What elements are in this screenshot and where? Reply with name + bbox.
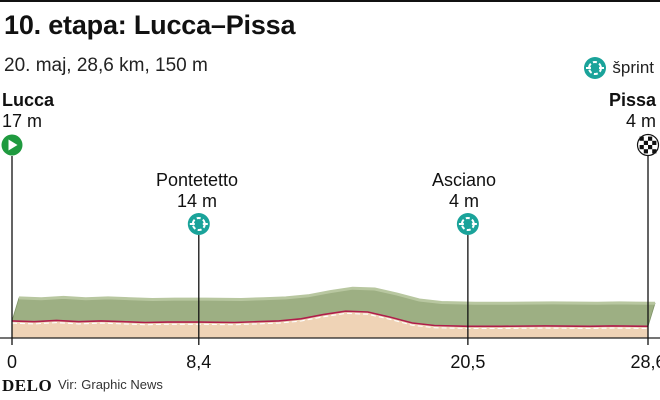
start-town: Lucca <box>2 90 55 110</box>
finish-marker-pissa <box>636 133 660 157</box>
x-tick-label: 20,5 <box>450 352 485 372</box>
checker-square <box>639 145 644 150</box>
waypoint-altitude: 4 m <box>448 191 479 211</box>
sprint-marker-pontetetto <box>187 213 210 235</box>
top-rule <box>0 0 660 2</box>
stage-details: 20. maj, 28,6 km, 150 m <box>4 55 208 76</box>
checker-square <box>652 149 657 154</box>
profile-area <box>12 311 648 338</box>
source-name: Graphic News <box>81 377 163 392</box>
start-label: Lucca 17 m <box>2 90 54 132</box>
waypoint-altitude: 14 m <box>176 191 218 211</box>
page-title: 10. etapa: Lucca–Pissa <box>4 10 296 40</box>
legend-label-sprint: šprint <box>612 58 654 77</box>
checker-square <box>643 140 648 145</box>
source-prefix: Vir: <box>58 377 78 392</box>
checker-square <box>643 149 648 154</box>
road-line <box>11 310 649 328</box>
footer: DELO Vir: Graphic News <box>0 372 660 400</box>
waypoint-town: Pontetetto <box>155 170 239 190</box>
waypoint-label-asciano: Asciano 4 m <box>394 170 534 212</box>
sprint-marker-asciano <box>456 213 479 235</box>
sprint-icon <box>456 213 479 235</box>
checker-square <box>652 140 657 145</box>
finish-town: Pissa <box>608 90 656 110</box>
checker-square <box>639 136 644 141</box>
checker-square <box>648 136 653 141</box>
play-icon <box>8 139 18 151</box>
x-tick-label: 8,4 <box>186 352 211 372</box>
profile-chart: 0 8,4 20,5 28,6 <box>0 133 660 372</box>
terrain-top-edge <box>18 286 656 305</box>
finish-label: Pissa 4 m <box>609 90 656 132</box>
finish-altitude: 4 m <box>625 111 656 131</box>
sprint-icon <box>187 213 210 235</box>
start-marker-lucca <box>1 134 23 156</box>
x-tick-label: 0 <box>7 352 17 372</box>
waypoint-label-pontetetto: Pontetetto 14 m <box>127 170 267 212</box>
start-altitude: 17 m <box>2 111 43 131</box>
sprint-icon <box>584 57 607 79</box>
source-credit: Vir: Graphic News <box>58 377 163 392</box>
road-dashes <box>11 312 649 330</box>
waypoint-town: Asciano <box>431 170 497 190</box>
x-tick-label: 28,6 <box>630 352 660 372</box>
publisher-logo: DELO <box>2 376 53 395</box>
legend: šprint <box>583 56 654 80</box>
checker-square <box>648 145 653 150</box>
